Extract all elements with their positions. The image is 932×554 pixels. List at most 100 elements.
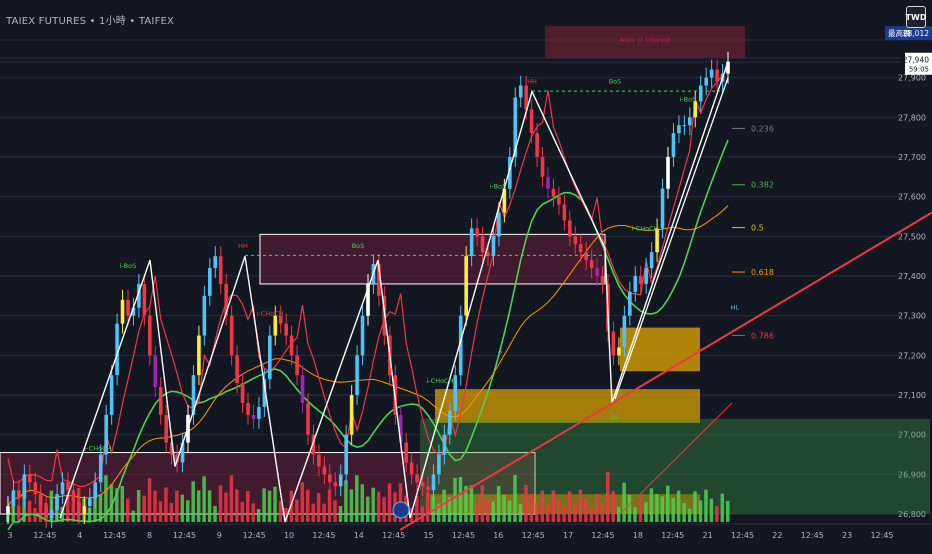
volume-bar bbox=[376, 491, 381, 522]
volume-bar bbox=[649, 488, 654, 522]
fib-label-1: 0.382 bbox=[751, 181, 774, 190]
time-tick-label: 15 bbox=[423, 531, 433, 540]
candle-body bbox=[49, 510, 54, 519]
volume-bar bbox=[529, 494, 534, 522]
volume-bar bbox=[562, 505, 566, 522]
candle-body bbox=[546, 176, 550, 189]
candle-body bbox=[677, 125, 681, 134]
candle-body bbox=[28, 474, 32, 483]
candle-body bbox=[229, 315, 234, 356]
volume-bar bbox=[191, 481, 195, 522]
volume-bar bbox=[693, 491, 697, 522]
volume-bar bbox=[300, 482, 305, 522]
area-of-interest-label: Area of Interest bbox=[620, 36, 671, 44]
volume-bar bbox=[284, 508, 288, 522]
volume-bar bbox=[578, 489, 583, 522]
volume-bar bbox=[524, 485, 528, 522]
candle-body bbox=[131, 307, 136, 316]
volume-bar bbox=[267, 490, 272, 522]
candle-body bbox=[306, 402, 310, 435]
candle-body bbox=[218, 256, 223, 284]
candle-body bbox=[398, 414, 403, 443]
volume-bar bbox=[175, 490, 179, 522]
volume-bar bbox=[420, 506, 425, 522]
ichoch-label-right: i-CHoCH bbox=[632, 224, 659, 232]
volume-bar bbox=[27, 500, 32, 522]
candle-body bbox=[491, 236, 496, 257]
volume-bar bbox=[726, 501, 730, 522]
volume-bar bbox=[251, 503, 255, 522]
volume-bar bbox=[344, 480, 348, 522]
volume-bar bbox=[224, 492, 228, 522]
candle-body bbox=[660, 188, 665, 229]
volume-bar bbox=[256, 509, 261, 522]
volume-bar bbox=[306, 489, 310, 522]
candle-body bbox=[153, 355, 158, 388]
candle-body bbox=[377, 264, 381, 296]
time-tick-label: 21 bbox=[703, 531, 713, 540]
time-tick-label: 23 bbox=[842, 531, 852, 540]
candle-body bbox=[426, 486, 430, 491]
candle-body bbox=[453, 375, 458, 411]
candle-body bbox=[666, 156, 670, 189]
volume-bar bbox=[338, 506, 343, 522]
time-tick-label: 12:45 bbox=[801, 531, 824, 540]
volume-bar bbox=[366, 496, 370, 522]
price-tick-label: 26,800 bbox=[898, 510, 926, 519]
volume-bar bbox=[611, 491, 615, 522]
candle-body bbox=[655, 228, 659, 253]
watermark-logo bbox=[392, 501, 410, 519]
volume-bar bbox=[426, 492, 430, 522]
candle-body bbox=[420, 482, 425, 487]
time-tick-label: 12:45 bbox=[382, 531, 405, 540]
candle-body bbox=[322, 466, 327, 475]
volume-bar bbox=[720, 493, 725, 522]
volume-bar bbox=[120, 486, 125, 522]
volume-bar bbox=[289, 490, 294, 522]
price-tick-label: 27,600 bbox=[898, 193, 926, 202]
candle-body bbox=[671, 133, 676, 157]
candle-body bbox=[578, 244, 583, 253]
candle-body bbox=[120, 299, 125, 324]
fib-label-4: 0.786 bbox=[751, 332, 774, 341]
candle-body bbox=[513, 97, 518, 157]
zigzag-line bbox=[59, 61, 729, 523]
price-tick-label: 27,000 bbox=[898, 431, 926, 440]
volume-bar bbox=[546, 503, 550, 522]
time-tick-label: 12:45 bbox=[33, 531, 56, 540]
p-label: P bbox=[498, 349, 502, 357]
candle-body bbox=[246, 402, 250, 415]
volume-bar bbox=[355, 475, 359, 522]
candle-body bbox=[584, 252, 588, 261]
volume-bar bbox=[218, 485, 223, 522]
chart-title: TAIEX FUTURES • 1小時 • TAIFEX bbox=[6, 16, 175, 27]
candle-body bbox=[180, 442, 185, 463]
candle-body bbox=[486, 252, 490, 257]
volume-bar bbox=[349, 489, 354, 522]
ll-label: LL bbox=[611, 413, 619, 421]
trend-line-up bbox=[614, 77, 729, 400]
candle-body bbox=[273, 315, 278, 336]
candle-body bbox=[126, 299, 130, 316]
candle-body bbox=[497, 212, 501, 237]
volume-bar bbox=[246, 491, 250, 522]
candle-body bbox=[317, 454, 321, 467]
candle-body bbox=[415, 474, 419, 483]
last-price-badge bbox=[905, 52, 932, 75]
currency-button[interactable]: TWD bbox=[906, 6, 926, 28]
candle-body bbox=[437, 454, 441, 475]
volume-bar bbox=[475, 502, 479, 522]
volume-bar bbox=[295, 499, 299, 522]
candle-body bbox=[109, 375, 114, 415]
candle-body bbox=[311, 434, 316, 455]
candle-body bbox=[142, 283, 147, 316]
candle-body bbox=[682, 125, 687, 127]
candle-body bbox=[475, 228, 479, 237]
candle-body bbox=[693, 101, 698, 118]
volume-bar bbox=[638, 496, 643, 522]
price-tick-label: 27,400 bbox=[898, 272, 926, 281]
candle-body bbox=[622, 315, 627, 348]
candle-body bbox=[518, 85, 523, 98]
high-price-badge-value: 28,012 bbox=[903, 29, 929, 38]
volume-bar bbox=[666, 485, 670, 522]
